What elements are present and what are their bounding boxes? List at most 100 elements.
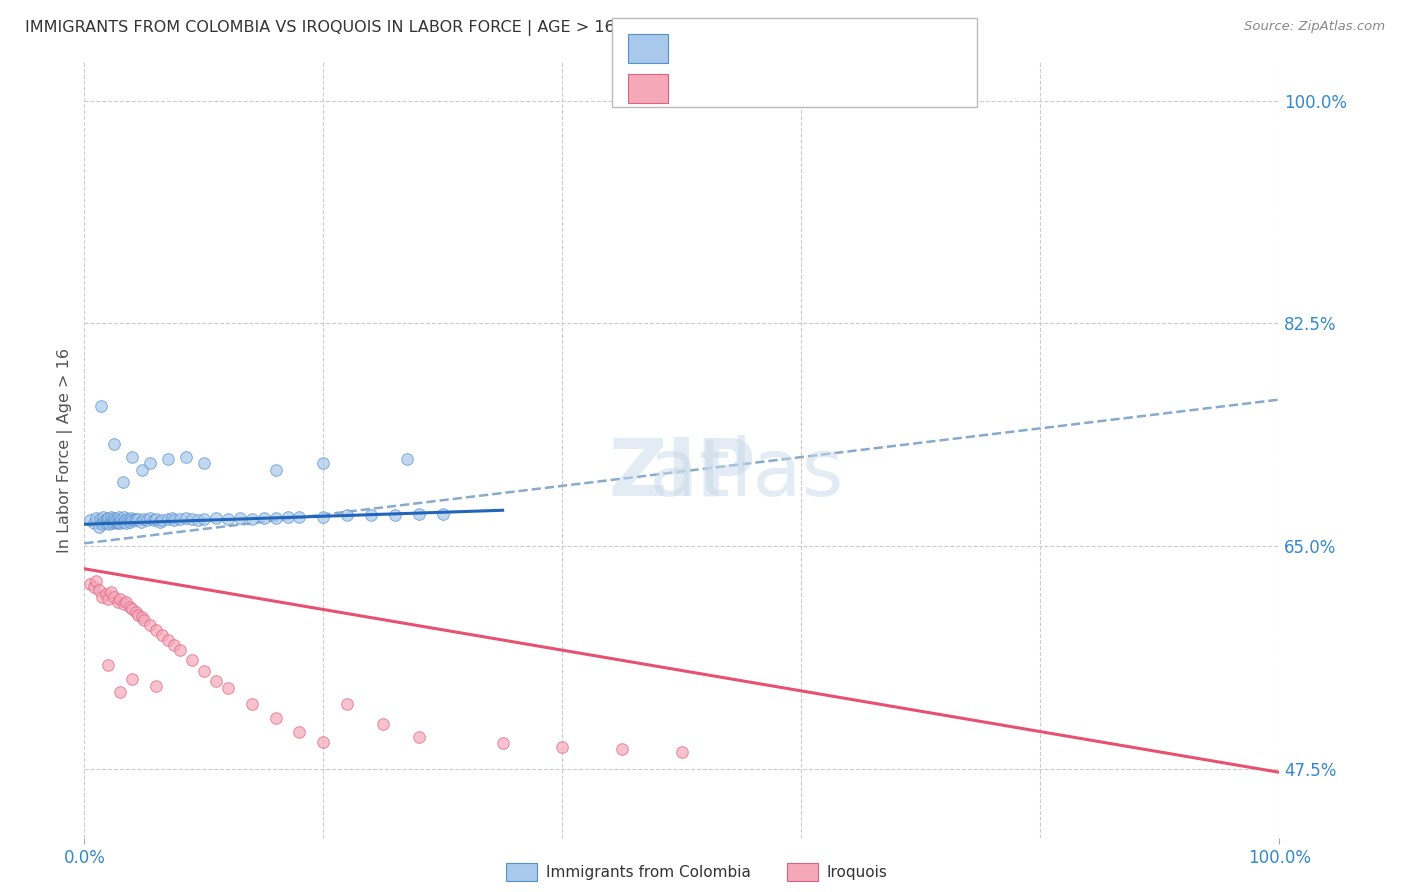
Text: Iroquois: Iroquois [827,865,887,880]
Point [110,516,132,530]
Point [93,509,115,524]
Point [217,681,239,696]
Text: N =: N = [797,79,845,98]
Point [89,512,111,526]
Point [120,511,142,525]
Point [97,511,120,525]
Point [121,673,143,687]
Point [396,452,419,467]
Point [105,516,128,530]
Point [91,517,114,532]
Point [105,512,128,526]
Point [193,456,215,470]
Point [115,595,138,609]
Point [111,515,134,529]
Point [103,515,125,529]
Point [97,658,120,673]
Point [117,513,139,527]
Text: Immigrants from Colombia: Immigrants from Colombia [546,865,751,880]
Point [139,617,162,632]
Point [277,509,299,524]
Text: IMMIGRANTS FROM COLOMBIA VS IROQUOIS IN LABOR FORCE | AGE > 16 CORRELATION CHART: IMMIGRANTS FROM COLOMBIA VS IROQUOIS IN … [25,20,793,36]
Point [169,643,191,657]
Point [264,711,287,725]
Text: 82: 82 [848,39,870,58]
Text: N =: N = [797,39,845,58]
Point [408,730,430,744]
Point [181,512,204,526]
Y-axis label: In Labor Force | Age > 16: In Labor Force | Age > 16 [58,348,73,553]
Text: Source: ZipAtlas.com: Source: ZipAtlas.com [1244,20,1385,33]
Point [97,592,120,607]
Point [79,513,101,527]
Point [240,512,263,526]
Point [87,520,110,534]
Point [169,512,191,526]
Point [117,512,139,526]
Point [142,513,165,527]
Point [174,511,197,525]
Point [181,653,204,667]
Point [93,513,115,527]
Point [111,475,134,490]
Point [408,507,430,521]
Point [103,437,125,451]
Point [145,512,167,526]
Point [121,450,143,464]
Point [336,697,359,711]
Point [79,577,101,591]
Point [139,456,162,470]
Point [135,513,157,527]
Point [253,511,276,525]
Point [103,590,125,604]
Point [86,574,108,589]
Point [94,587,117,601]
Point [127,607,149,622]
Point [90,399,112,413]
Point [373,717,395,731]
Point [551,739,574,754]
Point [157,452,180,467]
Point [121,602,143,616]
Point [100,584,122,599]
Text: R =: R = [682,79,718,98]
Point [86,511,108,525]
Point [129,515,152,529]
Point [612,742,634,756]
Point [112,509,135,524]
Point [87,583,110,598]
Point [127,512,149,526]
Point [94,516,117,530]
Point [240,697,263,711]
Point [112,598,135,612]
Point [160,511,183,525]
Point [103,511,125,525]
Point [101,512,124,526]
Point [118,515,141,529]
Point [125,605,148,619]
Point [163,638,186,652]
Point [131,610,153,624]
Text: atlas: atlas [520,434,844,513]
Point [110,685,132,699]
Point [131,462,153,476]
Point [187,513,209,527]
Point [100,509,122,524]
Point [336,508,359,523]
Text: -0.479: -0.479 [721,79,780,98]
Point [118,599,141,614]
Point [193,664,215,678]
Point [145,623,167,637]
Point [110,592,132,607]
Text: 44: 44 [848,79,872,98]
Point [139,511,162,525]
Text: ZIP: ZIP [609,434,755,513]
Point [150,513,173,527]
Point [157,633,180,648]
Point [671,745,693,759]
Point [101,516,124,530]
Point [264,511,287,525]
Point [114,513,136,527]
Point [288,509,311,524]
Point [98,517,121,532]
